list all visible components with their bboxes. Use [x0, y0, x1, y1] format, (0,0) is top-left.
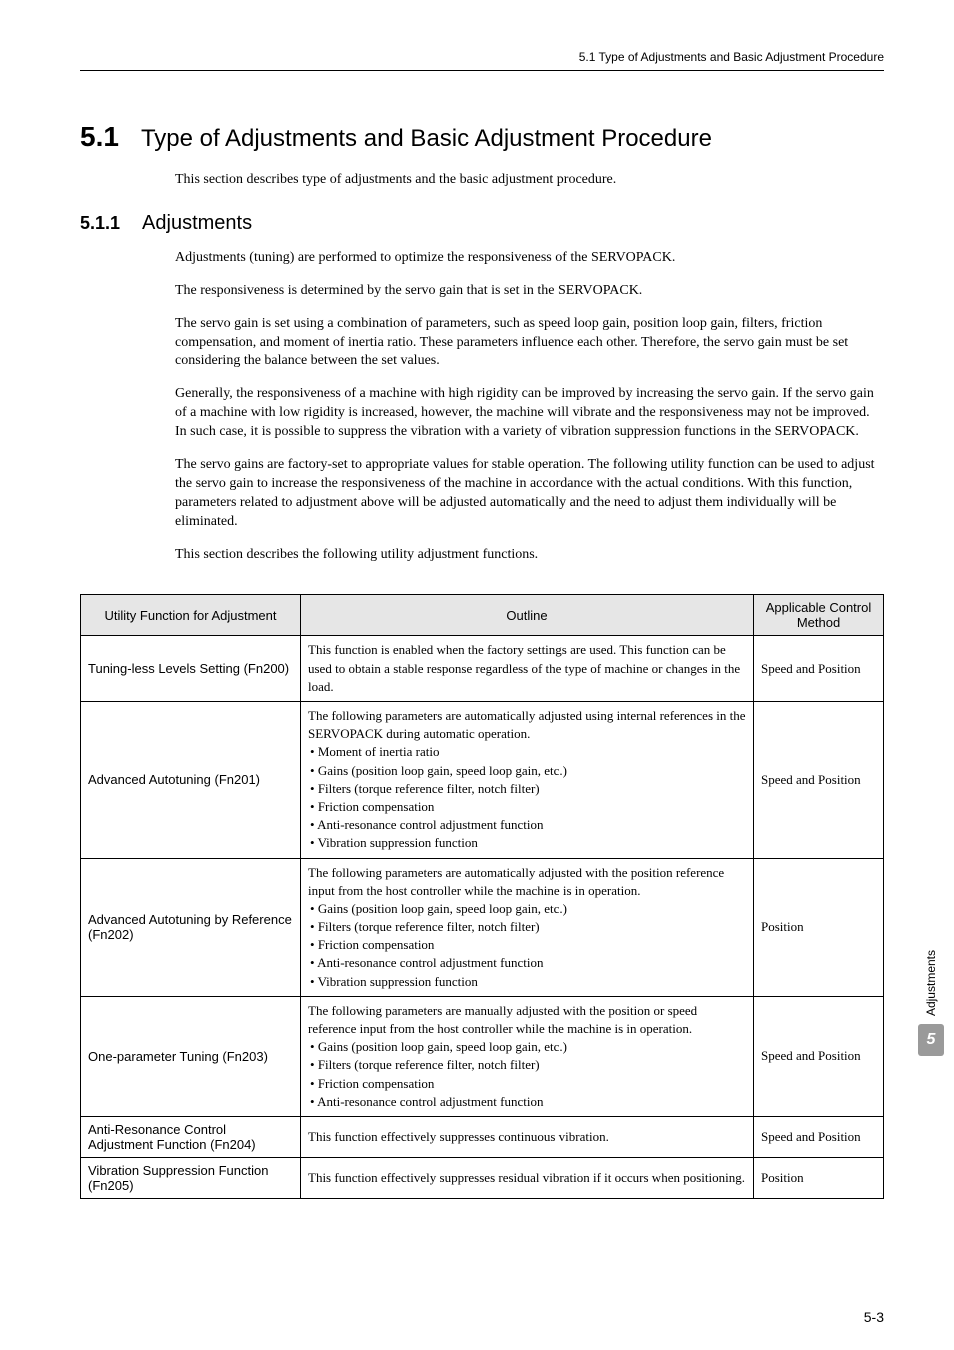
control-method-cell: Position	[754, 858, 884, 996]
table-header: Utility Function for Adjustment	[81, 595, 301, 636]
table-row: Tuning-less Levels Setting (Fn200)This f…	[81, 636, 884, 702]
subsection-title-text: Adjustments	[142, 212, 252, 234]
body-paragraph: The servo gain is set using a combinatio…	[175, 315, 884, 372]
outline-bullet: Gains (position loop gain, speed loop ga…	[310, 762, 746, 780]
outline-bullet: Filters (torque reference filter, notch …	[310, 918, 746, 936]
section-intro: This section describes type of adjustmen…	[175, 171, 884, 190]
control-method-cell: Speed and Position	[754, 996, 884, 1116]
outline-bullet: Moment of inertia ratio	[310, 743, 746, 761]
utility-function-cell: Anti-Resonance Control Adjustment Functi…	[81, 1116, 301, 1157]
control-method-cell: Speed and Position	[754, 702, 884, 859]
page-number: 5-3	[864, 1309, 884, 1325]
outline-bullet: Friction compensation	[310, 1075, 746, 1093]
outline-bullet: Filters (torque reference filter, notch …	[310, 1056, 746, 1074]
body-paragraph: Adjustments (tuning) are performed to op…	[175, 249, 884, 268]
header-breadcrumb: 5.1 Type of Adjustments and Basic Adjust…	[80, 50, 884, 71]
outline-cell: The following parameters are automatical…	[301, 702, 754, 859]
outline-bullet: Filters (torque reference filter, notch …	[310, 780, 746, 798]
subsection-heading: 5.1.1 Adjustments	[80, 212, 884, 235]
control-method-cell: Speed and Position	[754, 636, 884, 702]
outline-bullet: Gains (position loop gain, speed loop ga…	[310, 900, 746, 918]
utility-function-cell: Advanced Autotuning by Reference (Fn202)	[81, 858, 301, 996]
body-paragraph: The servo gains are factory-set to appro…	[175, 456, 884, 532]
outline-cell: This function effectively suppresses res…	[301, 1157, 754, 1198]
table-row: Vibration Suppression Function (Fn205)Th…	[81, 1157, 884, 1198]
outline-bullet: Anti-resonance control adjustment functi…	[310, 1093, 746, 1111]
outline-bullet: Gains (position loop gain, speed loop ga…	[310, 1038, 746, 1056]
outline-cell: The following parameters are automatical…	[301, 858, 754, 996]
outline-cell: The following parameters are manually ad…	[301, 996, 754, 1116]
body-paragraph: This section describes the following uti…	[175, 546, 884, 565]
subsection-number: 5.1.1	[80, 213, 120, 233]
outline-cell: This function is enabled when the factor…	[301, 636, 754, 702]
outline-cell: This function effectively suppresses con…	[301, 1116, 754, 1157]
section-heading: 5.1 Type of Adjustments and Basic Adjust…	[80, 121, 884, 153]
side-label: Adjustments	[924, 950, 938, 1016]
body-paragraph: The responsiveness is determined by the …	[175, 282, 884, 301]
side-tab: Adjustments 5	[918, 950, 944, 1056]
chapter-tab: 5	[918, 1024, 944, 1056]
table-row: Advanced Autotuning (Fn201)The following…	[81, 702, 884, 859]
table-row: Advanced Autotuning by Reference (Fn202)…	[81, 858, 884, 996]
table-header: Outline	[301, 595, 754, 636]
table-header: Applicable Control Method	[754, 595, 884, 636]
utility-function-cell: Vibration Suppression Function (Fn205)	[81, 1157, 301, 1198]
outline-bullet: Friction compensation	[310, 936, 746, 954]
control-method-cell: Position	[754, 1157, 884, 1198]
section-number: 5.1	[80, 121, 119, 152]
table-row: One-parameter Tuning (Fn203)The followin…	[81, 996, 884, 1116]
utility-function-cell: Advanced Autotuning (Fn201)	[81, 702, 301, 859]
outline-bullet: Anti-resonance control adjustment functi…	[310, 954, 746, 972]
table-row: Anti-Resonance Control Adjustment Functi…	[81, 1116, 884, 1157]
control-method-cell: Speed and Position	[754, 1116, 884, 1157]
outline-bullet: Vibration suppression function	[310, 973, 746, 991]
outline-bullet: Anti-resonance control adjustment functi…	[310, 816, 746, 834]
outline-bullet: Vibration suppression function	[310, 834, 746, 852]
outline-bullet: Friction compensation	[310, 798, 746, 816]
utility-function-cell: One-parameter Tuning (Fn203)	[81, 996, 301, 1116]
body-paragraph: Generally, the responsiveness of a machi…	[175, 385, 884, 442]
utility-function-cell: Tuning-less Levels Setting (Fn200)	[81, 636, 301, 702]
adjustments-table: Utility Function for Adjustment Outline …	[80, 594, 884, 1199]
section-title-text: Type of Adjustments and Basic Adjustment…	[141, 125, 712, 152]
